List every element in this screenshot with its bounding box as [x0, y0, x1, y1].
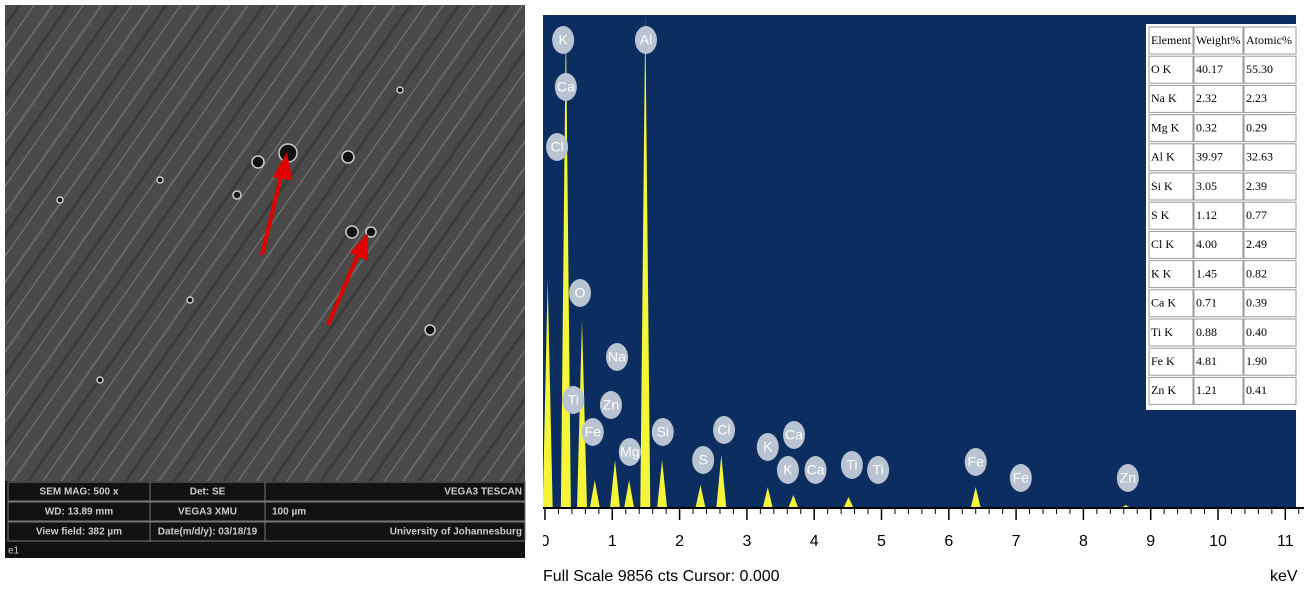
peak-label: Zn — [1120, 470, 1136, 486]
table-text: Al K — [1151, 150, 1175, 164]
table-text: 0.39 — [1246, 296, 1267, 310]
x-tick-label: 0 — [541, 533, 550, 550]
peak-label: Ca — [785, 427, 803, 443]
peak-label: Fe — [968, 454, 985, 470]
x-tick-label: 6 — [944, 533, 953, 550]
table-text: 1.45 — [1196, 266, 1217, 280]
table-header: Atomic% — [1246, 33, 1292, 47]
peak-label: K — [783, 462, 793, 478]
table-text: O K — [1151, 62, 1172, 76]
peak-label: O — [575, 285, 586, 301]
x-tick-label: 4 — [810, 533, 819, 550]
table-text: 4.81 — [1196, 354, 1217, 368]
table-text: 55.30 — [1246, 62, 1273, 76]
peak-label: Ti — [873, 462, 884, 478]
x-unit: keV — [1270, 568, 1298, 585]
table-text: 1.90 — [1246, 354, 1267, 368]
x-tick-label: 7 — [1012, 533, 1021, 550]
table-text: 32.63 — [1246, 150, 1273, 164]
table-text: 0.29 — [1246, 120, 1267, 134]
peak-label: Ca — [557, 79, 575, 95]
peak-label: Fe — [585, 424, 602, 440]
info-text: Date(m/d/y): 03/18/19 — [158, 527, 258, 538]
table-text: 0.41 — [1246, 383, 1267, 397]
peak-label: Al — [640, 32, 652, 48]
x-tick-label: 8 — [1079, 533, 1088, 550]
table-text: 0.71 — [1196, 296, 1217, 310]
table-text: Ti K — [1151, 325, 1173, 339]
footer: Full Scale 9856 cts Cursor: 0.000 — [543, 568, 780, 585]
peak-label: Ti — [846, 457, 857, 473]
table-text: 1.21 — [1196, 383, 1217, 397]
table-text: S K — [1151, 208, 1170, 222]
table-bg — [1146, 24, 1304, 410]
table-text: 2.39 — [1246, 179, 1267, 193]
table-text: K K — [1151, 266, 1172, 280]
sem-label: e1 — [8, 546, 20, 557]
table-text: 0.40 — [1246, 325, 1267, 339]
table-text: Si K — [1151, 179, 1173, 193]
table-header: Element — [1151, 33, 1192, 47]
info-text: View field: 382 µm — [36, 527, 122, 538]
table-text: 3.05 — [1196, 179, 1217, 193]
x-tick-label: 5 — [877, 533, 886, 550]
peak-label: Ca — [807, 462, 825, 478]
table-text: Cl K — [1151, 237, 1174, 251]
table-text: Mg K — [1151, 120, 1180, 134]
peak-label: S — [698, 452, 707, 468]
peak-label: K — [558, 32, 568, 48]
table-text: 0.88 — [1196, 325, 1217, 339]
info-text: VEGA3 XMU — [178, 507, 237, 518]
table-text: 40.17 — [1196, 62, 1223, 76]
info-text: VEGA3 TESCAN — [444, 487, 522, 498]
x-tick-label: 10 — [1209, 533, 1227, 550]
table-text: 2.23 — [1246, 91, 1267, 105]
table-text: 1.12 — [1196, 208, 1217, 222]
table-text: Ca K — [1151, 296, 1176, 310]
info-text: SEM MAG: 500 x — [40, 487, 119, 498]
info-text: University of Johannesburg — [390, 527, 522, 538]
table-text: Fe K — [1151, 354, 1175, 368]
info-text: WD: 13.89 mm — [45, 507, 113, 518]
table-text: 2.32 — [1196, 91, 1217, 105]
table-text: Zn K — [1151, 383, 1176, 397]
info-text: Det: SE — [190, 487, 226, 498]
peak-label: Ti — [568, 392, 579, 408]
info-text: 100 µm — [272, 507, 306, 518]
table-text: 0.77 — [1246, 208, 1267, 222]
table-text: 39.97 — [1196, 150, 1223, 164]
peak-label: Mg — [620, 444, 639, 460]
figure: SEM MAG: 500 x Det: SE VEGA3 TESCAN WD: 13.… — [0, 0, 1304, 586]
peak-label: Cl — [550, 139, 563, 155]
x-tick-label: 3 — [742, 533, 751, 550]
peak-label: Zn — [603, 397, 619, 413]
x-tick-label: 9 — [1146, 533, 1155, 550]
sem-image: SEM MAG: 500 x Det: SE VEGA3 TESCAN WD: 13.… — [5, 5, 525, 586]
table-text: Na K — [1151, 91, 1177, 105]
table-text: 0.82 — [1246, 266, 1267, 280]
x-tick-label: 2 — [675, 533, 684, 550]
table-text: 2.49 — [1246, 237, 1267, 251]
table-header: Weight% — [1196, 33, 1240, 47]
table-text: 4.00 — [1196, 237, 1217, 251]
peak-label: Cl — [717, 422, 730, 438]
peak-label: Fe — [1013, 470, 1030, 486]
peak-label: K — [763, 439, 773, 455]
x-tick-label: 11 — [1277, 533, 1294, 550]
table-text: 0.32 — [1196, 120, 1217, 134]
x-tick-label: 1 — [608, 533, 617, 550]
peak-label: Si — [657, 424, 669, 440]
peak-label: Na — [608, 349, 626, 365]
